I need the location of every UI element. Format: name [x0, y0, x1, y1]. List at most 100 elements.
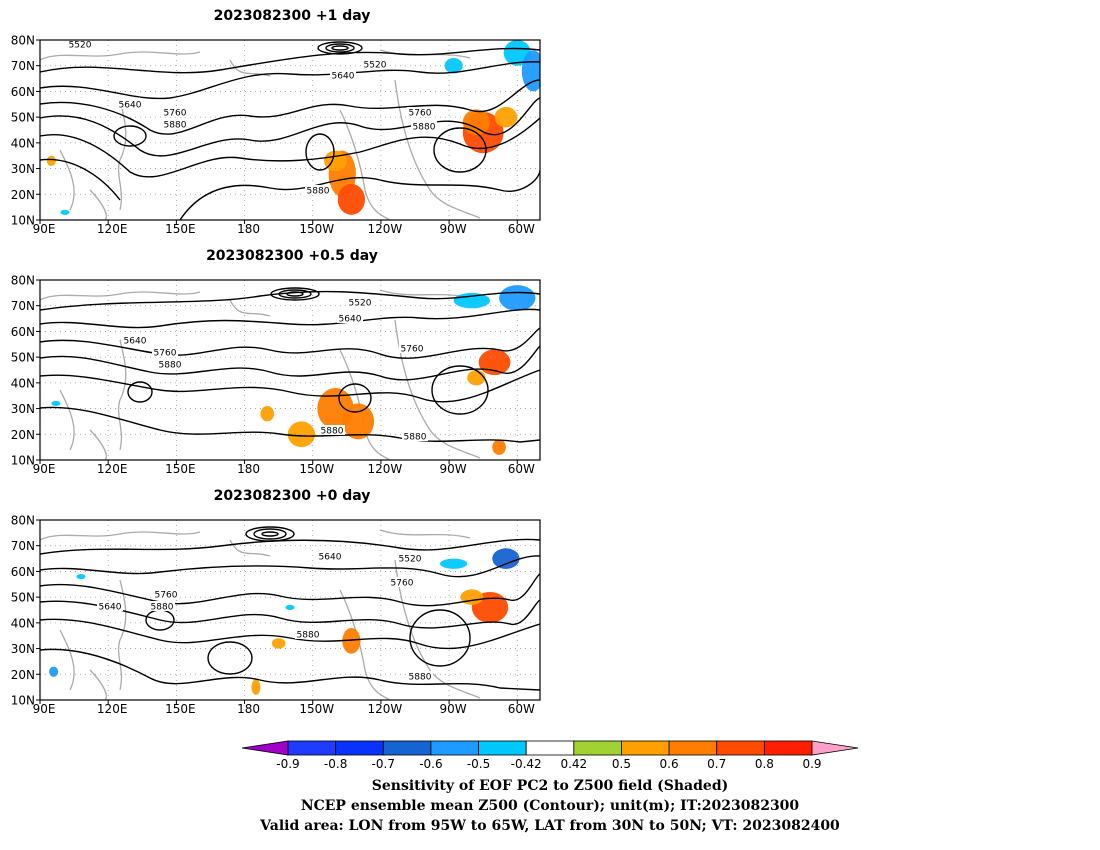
- colorbar-box: [287, 740, 337, 756]
- contour-label-bg: [305, 185, 331, 195]
- z500-closed-contour: [433, 127, 487, 173]
- z500-contour: [40, 79, 540, 135]
- colorbar-box: [430, 740, 479, 756]
- lat-tick-label: 70N: [11, 299, 35, 313]
- z500-contour: [40, 61, 540, 100]
- colorbar-label: -0.7: [372, 757, 395, 771]
- colorbar-box: [478, 740, 527, 756]
- contour-label-bg: [162, 119, 188, 129]
- z500-contour: [40, 308, 540, 329]
- colorbar-arrow-left: [241, 740, 289, 756]
- sensitivity-shading: [337, 184, 366, 215]
- lat-tick-label: 30N: [11, 402, 35, 416]
- lat-tick-label: 10N: [11, 214, 35, 228]
- contour-label-bg: [149, 601, 175, 611]
- sensitivity-shading: [287, 421, 316, 448]
- sensitivity-shading: [478, 349, 511, 376]
- z500-closed-contour: [286, 291, 304, 297]
- colorbar-box: [621, 740, 670, 756]
- z500-closed-contour: [338, 383, 372, 413]
- map-frame: [39, 519, 541, 701]
- coastline: [117, 99, 127, 211]
- contour-label: 5880: [164, 121, 187, 131]
- lat-tick-label: 50N: [11, 351, 35, 365]
- contour-label: 5880: [159, 361, 182, 371]
- contour-label: 5880: [151, 603, 174, 613]
- contour-label-bg: [397, 553, 423, 563]
- z500-contour: [40, 599, 540, 629]
- z500-closed-contour: [261, 531, 279, 537]
- contour-label-bg: [411, 121, 437, 131]
- z500-contours: [40, 526, 540, 691]
- colorbar-label: 0.8: [755, 757, 774, 771]
- coastline: [339, 109, 391, 220]
- panel-title: 2023082300 +0 day: [214, 488, 371, 504]
- z500-contour: [40, 369, 540, 403]
- contour-label-bg: [407, 671, 433, 681]
- sensitivity-shading: [46, 155, 56, 167]
- z500-contour: [40, 117, 540, 178]
- contour-label: 5760: [401, 345, 424, 355]
- lat-tick-label: 10N: [11, 694, 35, 708]
- sensitivity-shading: [342, 403, 375, 440]
- lon-tick-label: 180: [237, 222, 260, 236]
- sensitivity-shading: [492, 439, 506, 455]
- contour-label-bg: [337, 313, 363, 323]
- sensitivity-shading: [271, 638, 286, 649]
- map-panel-1: 2023082300 +1 day 5520 5520 5640 5640 5760 588…: [11, 8, 541, 236]
- lon-tick-label: 90W: [440, 222, 467, 236]
- lon-tick-label: 120W: [368, 462, 403, 476]
- contour-label: 5880: [409, 673, 432, 683]
- contour-label: 5760: [154, 349, 177, 359]
- contour-label: 5640: [339, 315, 362, 325]
- lat-tick-label: 60N: [11, 85, 35, 99]
- coastline: [40, 291, 201, 301]
- lon-tick-label: 120W: [368, 222, 403, 236]
- contour-label: 5640: [332, 72, 355, 82]
- lat-tick-label: 50N: [11, 111, 35, 125]
- contour-label-bg: [407, 107, 433, 117]
- coastline: [59, 629, 107, 700]
- contour-label-bg: [97, 601, 123, 611]
- contour-label: 5640: [119, 101, 142, 111]
- colorbar-arrow-right: [811, 740, 859, 756]
- map-figure: 2023082300 +1 day 5520 5520 5640 5640 5760 588…: [11, 8, 541, 716]
- colorbar-label: -0.6: [419, 757, 442, 771]
- contour-label: 5520: [364, 61, 387, 71]
- sensitivity-shading: [251, 679, 261, 695]
- map-frame: [39, 39, 541, 221]
- z500-contour: [40, 406, 540, 443]
- z500-contours: [40, 41, 540, 220]
- lon-tick-label: 150W: [299, 222, 334, 236]
- colorbar-label: -0.8: [324, 757, 347, 771]
- sensitivity-shading: [342, 628, 361, 654]
- lon-tick-label: 150E: [165, 702, 196, 716]
- lon-tick-label: 180: [237, 702, 260, 716]
- colorbar-box: [525, 740, 575, 756]
- contour-label-bg: [362, 59, 388, 69]
- z500-contour: [40, 555, 540, 578]
- colorbar-box: [763, 740, 813, 756]
- colorbar-group: -0.9 -0.8 -0.7 -0.6 -0.5 -0.42 0.42 0.5 0.6 0.7 0.…: [241, 740, 859, 771]
- lat-tick-label: 50N: [11, 591, 35, 605]
- sensitivity-shading: [499, 285, 536, 311]
- contour-label-bg: [152, 347, 178, 357]
- lat-tick-label: 30N: [11, 162, 35, 176]
- contour-label: 5640: [99, 603, 122, 613]
- contour-label: 5640: [124, 337, 147, 347]
- z500-contour: [40, 538, 540, 555]
- map-frame: [39, 279, 541, 461]
- panel-title: 2023082300 +1 day: [214, 8, 371, 24]
- z500-closed-contour: [409, 609, 471, 667]
- lon-tick-label: 120W: [368, 702, 403, 716]
- panel-title: 2023082300 +0.5 day: [206, 248, 378, 264]
- z500-closed-contour: [127, 381, 153, 403]
- lon-tick-label: 150W: [299, 462, 334, 476]
- contour-label: 5880: [307, 187, 330, 197]
- contour-label-bg: [67, 40, 93, 49]
- contour-label-bg: [402, 431, 428, 441]
- coastline: [229, 59, 271, 77]
- z500-contour: [40, 290, 540, 311]
- contour-label: 5880: [321, 427, 344, 437]
